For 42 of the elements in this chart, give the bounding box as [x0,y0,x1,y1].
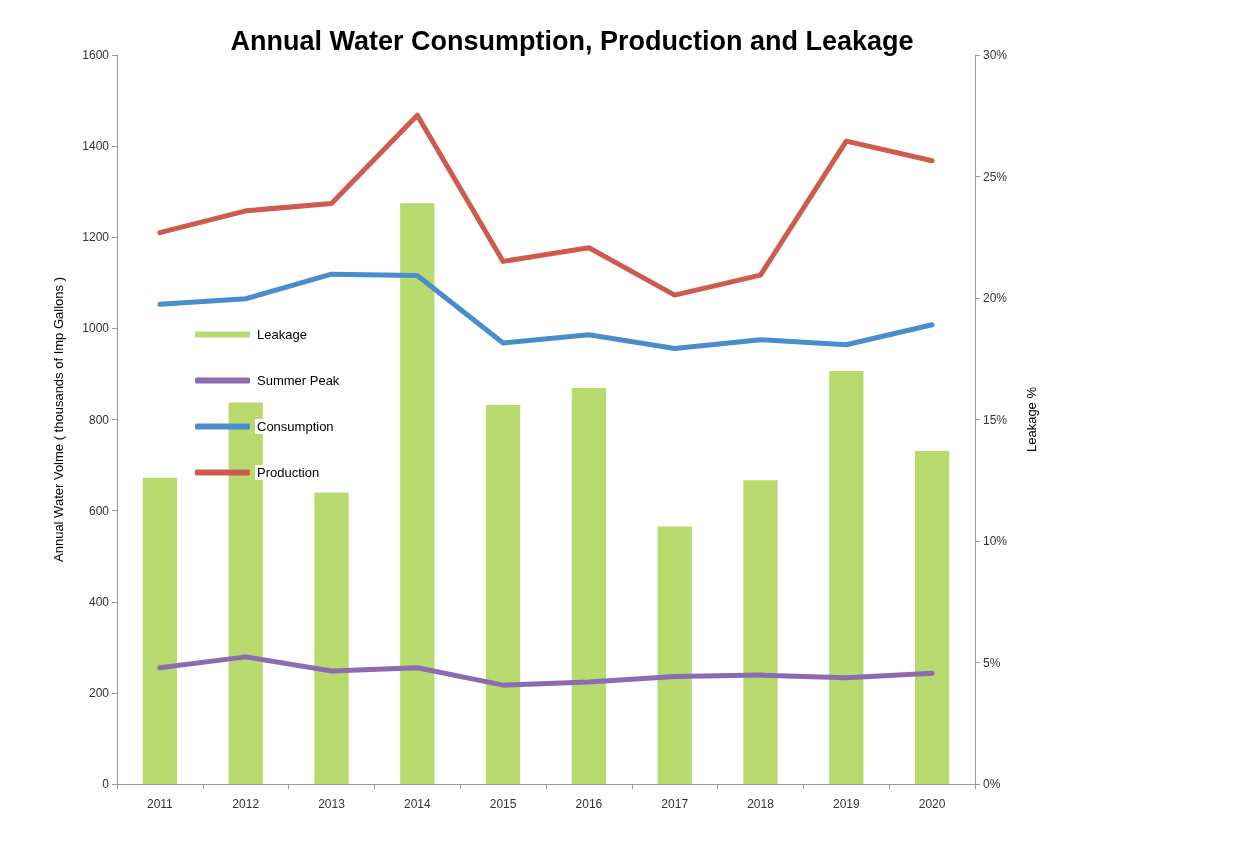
x-tick-label: 2017 [661,797,689,811]
y-tick-label: 1400 [82,139,110,154]
legend-label: Consumption [257,419,334,434]
y2-tick-label: 15% [983,412,1008,427]
y-tick-label: 1200 [82,230,110,245]
y2-tick-label: 0% [983,777,1001,791]
x-tick-label: 2013 [318,797,346,811]
y-tick-label: 800 [88,412,110,427]
bar [657,526,692,784]
y2-tick-label: 25% [983,169,1008,184]
x-tick-label: 2020 [918,797,946,811]
y2-tick-label: 5% [983,655,1001,670]
x-tick-label: 2016 [575,797,603,811]
legend-label: Production [257,465,320,480]
bar [914,451,950,784]
y2-axis-title: Leakage % [1024,386,1039,453]
bar [142,477,178,784]
x-tick-label: 2015 [489,797,517,811]
x-tick-label: 2018 [747,797,775,811]
x-tick-label: 2012 [232,797,260,811]
y2-tick-label: 10% [983,534,1008,548]
legend-label: Leakage [257,327,307,342]
bar [485,404,521,784]
y2-tick-label: 30% [983,48,1008,62]
bar [829,370,864,784]
bar [743,480,778,784]
y-tick-label: 400 [88,594,110,609]
y-tick-label: 0 [102,777,110,791]
y2-tick-label: 20% [983,291,1008,305]
y-axis-title: Annual Water Volme ( thousands of Imp Gallons ) [51,277,66,562]
chart-title: Annual Water Consumption, Production and Leakage [230,25,914,56]
y-tick-label: 1000 [82,321,110,336]
y-tick-label: 200 [88,685,110,700]
legend-label: Summer Peak [257,373,340,388]
bar [314,492,349,784]
x-tick-label: 2014 [403,797,431,811]
bar [400,203,435,784]
bar [571,387,607,784]
y-tick-label: 1600 [82,48,110,62]
x-tick-label: 2011 [146,797,174,811]
y-tick-label: 600 [88,503,110,518]
x-tick-label: 2019 [832,797,860,811]
